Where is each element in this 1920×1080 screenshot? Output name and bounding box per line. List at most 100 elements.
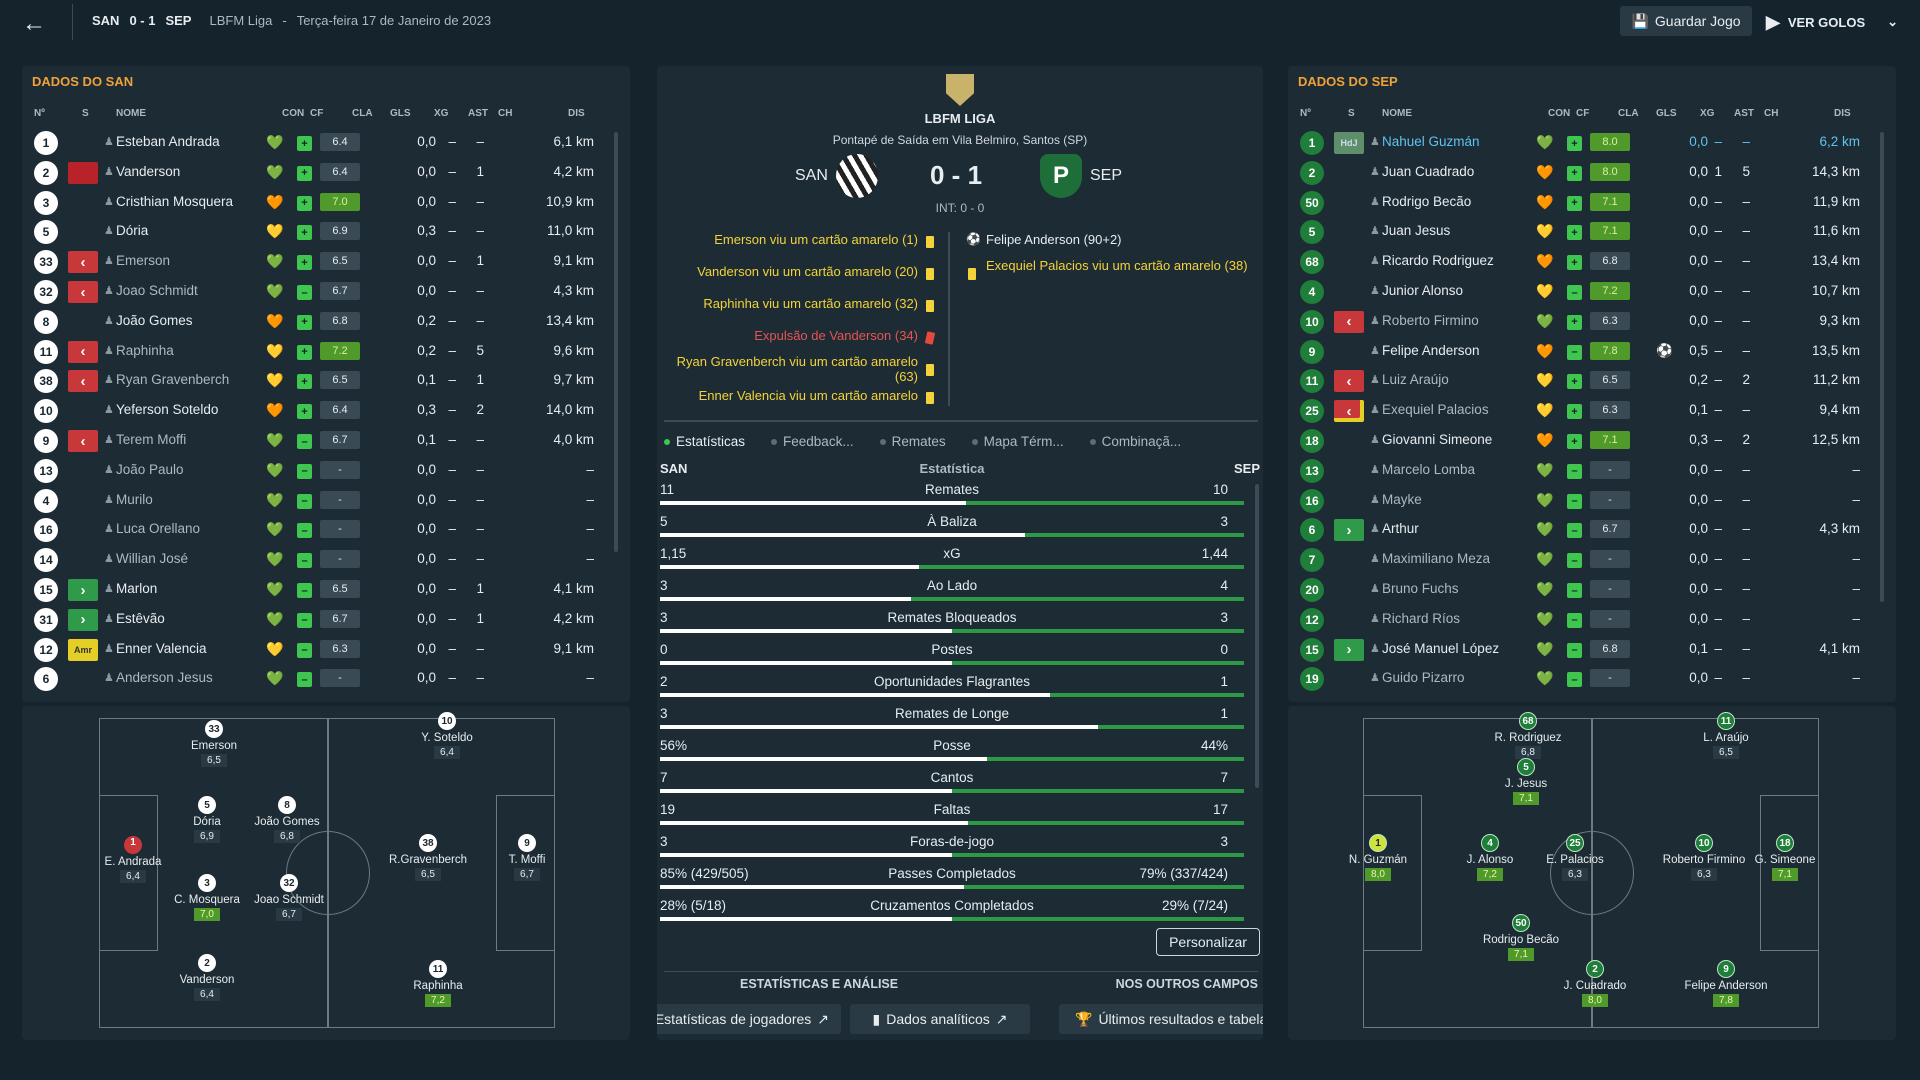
player-name[interactable]: Luca Orellano bbox=[116, 521, 201, 537]
player-name[interactable]: Juan Cuadrado bbox=[1382, 163, 1475, 179]
tab-feedback-[interactable]: Feedback... bbox=[771, 434, 854, 456]
table-row[interactable]: 16 ♟ Luca Orellano 💚 – -0,0– – – bbox=[30, 515, 620, 545]
pitch-player[interactable]: 2 Vanderson 6,4 bbox=[162, 954, 252, 1001]
analytics-button[interactable]: ▮ Dados analíticos ↗ bbox=[850, 1004, 1030, 1034]
table-row[interactable]: 18 ♟ Giovanni Simeone 🧡 +7.1 0,3– 2 12,5 km bbox=[1296, 426, 1886, 456]
home-match-event[interactable]: Enner Valencia viu um cartão amarelo bbox=[698, 388, 918, 403]
tab-estatísticas[interactable]: Estatísticas bbox=[664, 434, 745, 456]
column-header-gls[interactable]: GLS bbox=[390, 108, 411, 119]
player-name[interactable]: João Gomes bbox=[116, 312, 193, 328]
column-header-dis[interactable]: DIS bbox=[1834, 108, 1851, 119]
table-row[interactable]: 2 ♟ Vanderson 💚 +6.4 0,0– 1 4,2 km bbox=[30, 158, 620, 188]
player-name[interactable]: Ricardo Rodriguez bbox=[1382, 253, 1494, 269]
pitch-player[interactable]: 10 Y. Soteldo 6,4 bbox=[402, 712, 492, 759]
player-name[interactable]: Emerson bbox=[116, 253, 171, 269]
player-name[interactable]: Junior Alonso bbox=[1382, 283, 1464, 298]
pitch-player[interactable]: 50 Rodrigo Becão 7,1 bbox=[1476, 914, 1566, 961]
pitch-player[interactable]: 10 Roberto Firmino 6,3 bbox=[1659, 834, 1749, 881]
table-row[interactable]: 50 ♟ Rodrigo Becão 🧡 +7.1 0,0– –11,9 km bbox=[1296, 188, 1886, 218]
table-row[interactable]: 7 ♟ Maximiliano Meza 💚 – -0,0– – – bbox=[1296, 545, 1886, 575]
home-match-event[interactable]: Vanderson viu um cartão amarelo (20) bbox=[697, 264, 918, 279]
player-name[interactable]: Bruno Fuchs bbox=[1382, 581, 1459, 596]
column-header-s[interactable]: S bbox=[82, 108, 89, 119]
player-name[interactable]: Cristhian Mosquera bbox=[116, 193, 234, 209]
table-row[interactable]: 4 ♟ Murilo 💚 – -0,0– – – bbox=[30, 486, 620, 516]
pitch-player[interactable]: 8 João Gomes 6,8 bbox=[242, 796, 332, 843]
player-name[interactable]: Arthur bbox=[1382, 521, 1419, 537]
player-name[interactable]: Exequiel Palacios bbox=[1382, 402, 1489, 418]
pitch-player[interactable]: 9 Felipe Anderson 7,8 bbox=[1681, 960, 1771, 1007]
table-row[interactable]: 5 ♟ Dória 💛 +6.9 0,3– –11,0 km bbox=[30, 217, 620, 247]
player-name[interactable]: Richard Ríos bbox=[1382, 610, 1461, 626]
table-row[interactable]: 9 ♟ Felipe Anderson 🧡 –7.8 ⚽ 0,5– –13,5 km bbox=[1296, 337, 1886, 367]
column-header-no[interactable]: Nº bbox=[1300, 108, 1311, 119]
table-row[interactable]: 16 ♟ Mayke 💚 – -0,0– – – bbox=[1296, 486, 1886, 516]
pitch-player[interactable]: 2 J. Cuadrado 8,0 bbox=[1550, 960, 1640, 1007]
column-header-con[interactable]: CON bbox=[1548, 108, 1571, 119]
column-header-ast[interactable]: AST bbox=[1734, 108, 1754, 119]
player-name[interactable]: Vanderson bbox=[116, 163, 181, 179]
table-row[interactable]: 11 ‹ ♟ Raphinha 💛 +7.2 0,2– 5 9,6 km bbox=[30, 337, 620, 367]
player-name[interactable]: Marcelo Lomba bbox=[1382, 461, 1476, 477]
player-name[interactable]: Enner Valencia bbox=[116, 640, 207, 656]
home-match-event[interactable]: Emerson viu um cartão amarelo (1) bbox=[714, 232, 918, 247]
pitch-player[interactable]: 68 R. Rodriguez 6,8 bbox=[1483, 712, 1573, 759]
table-row[interactable]: 9 ‹ ♟ Terem Moffi 💚 –6.7 0,1– –4,0 km bbox=[30, 426, 620, 456]
column-header-s[interactable]: S bbox=[1348, 108, 1355, 119]
table-row[interactable]: 68 ♟ Ricardo Rodriguez 🧡 +6.8 0,0– –13,4 km bbox=[1296, 247, 1886, 277]
table-row[interactable]: 10 ♟ Yeferson Soteldo 🧡 +6.4 0,3– 2 14,0 km bbox=[30, 396, 620, 426]
table-row[interactable]: 1 ♟ Esteban Andrada 💚 +6.4 0,0– –6,1 km bbox=[30, 128, 620, 158]
player-name[interactable]: Juan Jesus bbox=[1382, 223, 1451, 239]
column-header-con[interactable]: CON bbox=[282, 108, 305, 119]
latest-results-button[interactable]: 🏆 Últimos resultados e tabela bbox=[1059, 1004, 1263, 1034]
player-name[interactable]: Raphinha bbox=[116, 342, 174, 358]
table-row[interactable]: 13 ♟ Marcelo Lomba 💚 – -0,0– – – bbox=[1296, 456, 1886, 486]
player-name[interactable]: Anderson Jesus bbox=[116, 670, 213, 686]
column-header-ch[interactable]: CH bbox=[1764, 108, 1779, 119]
column-header-dis[interactable]: DIS bbox=[568, 108, 585, 119]
view-goals-button[interactable]: ▶ VER GOLOS ⌄ bbox=[1766, 8, 1898, 36]
table-row[interactable]: 15 › ♟ Marlon 💚 –6.5 0,0–1 4,1 km bbox=[30, 575, 620, 605]
table-row[interactable]: 2 ♟ Juan Cuadrado 🧡 +8.0 0,0 1 5 14,3 km bbox=[1296, 158, 1886, 188]
table-row[interactable]: 11 ‹ ♟ Luiz Araújo 💛 +6.5 0,2– 2 11,2 km bbox=[1296, 366, 1886, 396]
away-scrollbar[interactable] bbox=[1880, 132, 1884, 602]
pitch-player[interactable]: 3 C. Mosquera 7,0 bbox=[162, 874, 252, 921]
pitch-player[interactable]: 1 N. Guzmán 8,0 bbox=[1333, 834, 1423, 881]
back-arrow-icon[interactable]: ← bbox=[22, 10, 46, 37]
column-header-xg[interactable]: XG bbox=[1700, 108, 1715, 119]
table-row[interactable]: 6 ♟ Anderson Jesus 💚 – -0,0– – – bbox=[30, 664, 620, 694]
player-name[interactable]: José Manuel López bbox=[1382, 640, 1500, 656]
tab-mapa-térm-[interactable]: Mapa Térm... bbox=[971, 434, 1064, 456]
pitch-player[interactable]: 9 T. Moffi 6,7 bbox=[482, 834, 572, 881]
column-header-cf[interactable]: CF bbox=[1576, 108, 1590, 119]
player-name[interactable]: Yeferson Soteldo bbox=[116, 402, 219, 418]
tab-combinaçã-[interactable]: Combinaçã... bbox=[1089, 434, 1181, 456]
table-row[interactable]: 20 ♟ Bruno Fuchs 💚 – -0,0– – – bbox=[1296, 575, 1886, 605]
pitch-player[interactable]: 33 Emerson 6,5 bbox=[169, 720, 259, 767]
table-row[interactable]: 25 ‹ ♟ Exequiel Palacios 💛 +6.3 0,1– –9,4 km bbox=[1296, 396, 1886, 426]
player-name[interactable]: Ryan Gravenberch bbox=[116, 372, 230, 388]
pitch-player[interactable]: 1 E. Andrada 6,4 bbox=[88, 834, 178, 883]
player-name[interactable]: Joao Schmidt bbox=[116, 283, 198, 298]
away-match-event[interactable]: Exequiel Palacios viu um cartão amarelo … bbox=[986, 258, 1248, 273]
player-name[interactable]: Dória bbox=[116, 223, 149, 239]
pitch-player[interactable]: 38 R.Gravenberch 6,5 bbox=[383, 834, 473, 881]
player-name[interactable]: Giovanni Simeone bbox=[1382, 432, 1493, 447]
pitch-player[interactable]: 4 J. Alonso 7,2 bbox=[1445, 834, 1535, 881]
player-stats-button[interactable]: Estatísticas de jogadores ↗ bbox=[657, 1004, 841, 1034]
column-header-gls[interactable]: GLS bbox=[1656, 108, 1677, 119]
away-match-event[interactable]: Felipe Anderson (90+2) bbox=[986, 232, 1122, 247]
column-header-cf[interactable]: CF bbox=[310, 108, 324, 119]
column-header-ast[interactable]: AST bbox=[468, 108, 488, 119]
player-name[interactable]: Maximiliano Meza bbox=[1382, 551, 1491, 567]
player-name[interactable]: Esteban Andrada bbox=[116, 134, 220, 149]
home-match-event[interactable]: Expulsão de Vanderson (34) bbox=[754, 328, 918, 343]
player-name[interactable]: Rodrigo Becão bbox=[1382, 193, 1472, 209]
table-row[interactable]: 31 › ♟ Estêvão 💚 –6.7 0,0–1 4,2 km bbox=[30, 605, 620, 635]
home-match-event[interactable]: Ryan Gravenberch viu um cartão amarelo (… bbox=[676, 354, 918, 384]
player-name[interactable]: Nahuel Guzmán bbox=[1382, 134, 1480, 149]
table-row[interactable]: 10 ‹ ♟ Roberto Firmino 💚 +6.3 0,0– –9,3 km bbox=[1296, 307, 1886, 337]
table-row[interactable]: 19 ♟ Guido Pizarro 💚 – -0,0– – – bbox=[1296, 664, 1886, 694]
column-header-ch[interactable]: CH bbox=[498, 108, 513, 119]
player-name[interactable]: Estêvão bbox=[116, 610, 165, 626]
